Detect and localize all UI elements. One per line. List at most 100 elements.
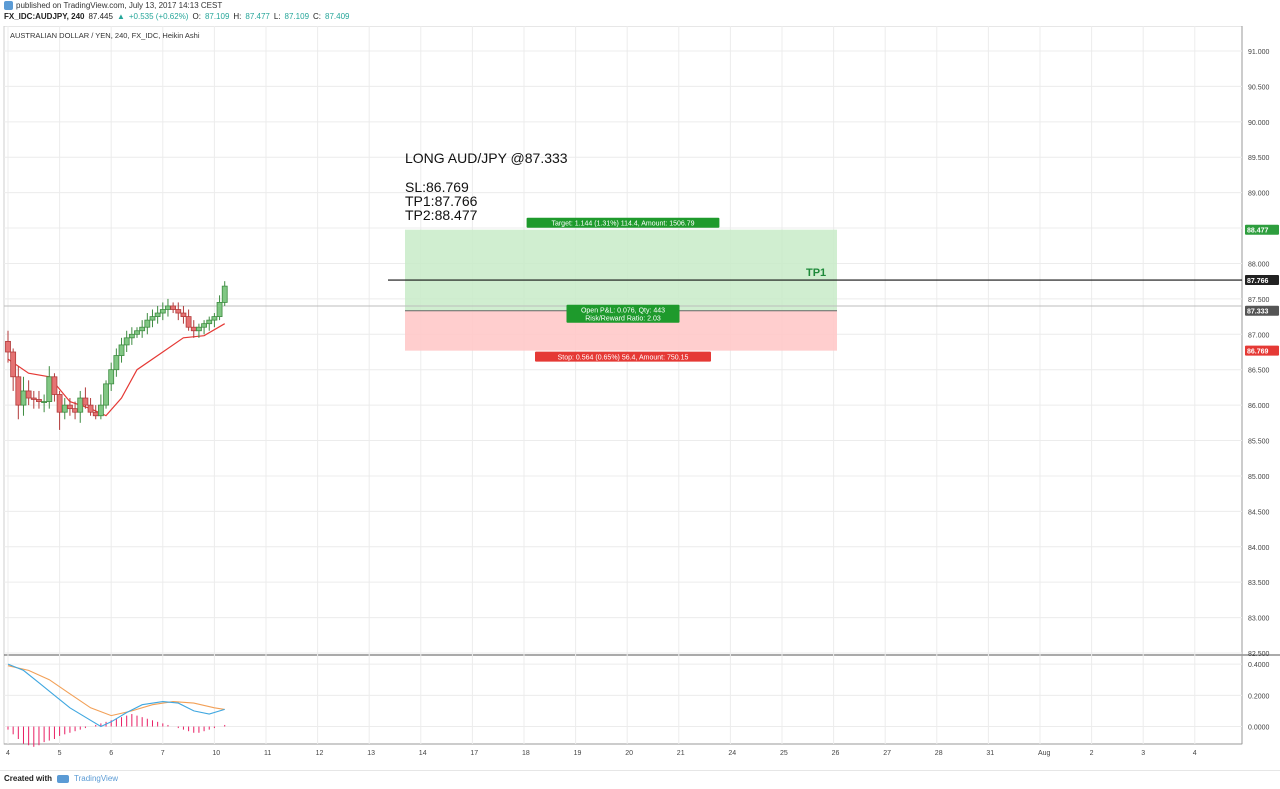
envelope-band xyxy=(7,323,226,417)
time-tick-label: 7 xyxy=(161,750,165,757)
open-value: 87.109 xyxy=(204,12,230,21)
low-label: L: xyxy=(273,12,281,21)
price-tag-text: 86.769 xyxy=(1247,349,1269,356)
price-tag: 87.766 xyxy=(1245,275,1279,285)
candle-body xyxy=(139,326,146,332)
candle-body xyxy=(103,383,109,406)
position-title: LONG AUD/JPY @87.333 xyxy=(405,150,568,166)
price-tick-label: 82.500 xyxy=(1248,651,1270,658)
price-tick-label: 86.500 xyxy=(1248,368,1270,375)
time-tick-label: 14 xyxy=(419,750,427,757)
time-tick-label: 11 xyxy=(264,750,271,757)
candle xyxy=(221,281,228,306)
chart-area[interactable]: 91.00090.50090.00089.50089.00088.50088.0… xyxy=(0,25,1280,770)
candle xyxy=(154,305,161,324)
candle xyxy=(134,327,140,338)
symbol-label[interactable]: FX_IDC:AUDJPY, 240 xyxy=(4,12,85,21)
candle-body xyxy=(144,319,151,328)
price-tag-bg xyxy=(1245,345,1279,356)
candle-body xyxy=(41,401,48,403)
candle xyxy=(190,320,197,338)
candle-body xyxy=(190,326,197,332)
candle xyxy=(159,302,166,321)
candle-body xyxy=(206,319,213,325)
macd-tick-label: 0.4000 xyxy=(1248,662,1270,669)
candle-body xyxy=(154,312,161,317)
candle-body xyxy=(123,337,130,346)
pnl-label-text: Open P&L: 0.076, Qty: 443 xyxy=(581,308,665,315)
candle-body xyxy=(82,397,89,406)
candle-body xyxy=(51,376,58,395)
stop-label: Stop: 0.564 (0.65%) 56.4, Amount: 750.15 xyxy=(535,351,711,362)
price-tick-label: 91.000 xyxy=(1248,49,1270,56)
target-zone xyxy=(405,229,837,311)
candle xyxy=(149,309,156,328)
candle xyxy=(128,327,135,345)
candle xyxy=(216,295,223,321)
tradingview-brand[interactable]: TradingView xyxy=(74,774,119,783)
price-tick-label: 90.500 xyxy=(1248,84,1270,91)
candle xyxy=(196,323,202,338)
candle-body xyxy=(77,397,84,413)
candle-body xyxy=(36,399,42,402)
price-tick-label: 84.000 xyxy=(1248,545,1270,552)
price-tag-text: 87.333 xyxy=(1247,309,1269,316)
candle xyxy=(170,302,177,314)
candle-body xyxy=(159,309,166,314)
candle xyxy=(51,373,58,402)
candle-body xyxy=(108,369,115,385)
candle xyxy=(201,320,207,335)
candle xyxy=(10,348,17,391)
time-tick-label: 24 xyxy=(728,750,736,757)
price-tick-label: 88.000 xyxy=(1248,261,1270,268)
price-tick-label: 86.000 xyxy=(1248,403,1270,410)
candle-body xyxy=(185,316,192,328)
candle-body xyxy=(196,326,202,332)
time-tick-label: 31 xyxy=(986,750,994,757)
candle-body xyxy=(87,404,94,413)
candle xyxy=(108,362,115,391)
candle xyxy=(20,376,27,416)
candle-body xyxy=(118,344,125,356)
time-tick-label: 18 xyxy=(522,750,530,757)
price-tag: 88.477 xyxy=(1245,224,1279,235)
price-chart[interactable]: 91.00090.50090.00089.50089.00088.50088.0… xyxy=(0,25,1280,770)
up-arrow-icon: ▲ xyxy=(116,12,125,21)
envelope-line xyxy=(7,323,226,417)
macd-signal-line xyxy=(7,665,225,717)
target-label-bg xyxy=(526,217,720,228)
price-tick-label: 85.000 xyxy=(1248,474,1270,481)
close-label: C: xyxy=(313,12,322,21)
candle-body xyxy=(30,397,37,400)
time-tick-label: 6 xyxy=(109,750,113,757)
candle xyxy=(103,380,109,409)
candle xyxy=(77,390,84,423)
stop-label-bg xyxy=(535,351,711,362)
last-price: 87.445 xyxy=(88,12,113,21)
low-value: 87.109 xyxy=(284,12,310,21)
candle xyxy=(97,394,104,420)
candle-body xyxy=(113,355,120,371)
plot-frame xyxy=(3,25,1243,745)
candle-body xyxy=(56,394,63,413)
time-tick-label: 10 xyxy=(212,750,220,757)
candle xyxy=(123,330,130,352)
candle-body xyxy=(128,333,135,339)
time-tick-label: 19 xyxy=(574,750,582,757)
tp2-text: TP2:88.477 xyxy=(405,207,478,223)
candle xyxy=(61,398,68,420)
candle xyxy=(82,387,89,409)
price-tick-label: 83.000 xyxy=(1248,616,1270,623)
candle xyxy=(15,366,22,420)
tradingview-logo-icon xyxy=(57,774,70,783)
time-tick-label: 4 xyxy=(1193,750,1197,757)
candle xyxy=(92,405,99,420)
candle-body xyxy=(221,285,228,303)
candles xyxy=(5,281,228,430)
price-tick-label: 84.500 xyxy=(1248,509,1270,516)
created-with: Created with TradingView xyxy=(4,774,118,783)
candle xyxy=(118,337,125,363)
published-text: published on TradingView.com, July 13, 2… xyxy=(16,1,223,10)
chart-header: published on TradingView.com, July 13, 2… xyxy=(0,0,1280,26)
candle xyxy=(41,394,48,413)
